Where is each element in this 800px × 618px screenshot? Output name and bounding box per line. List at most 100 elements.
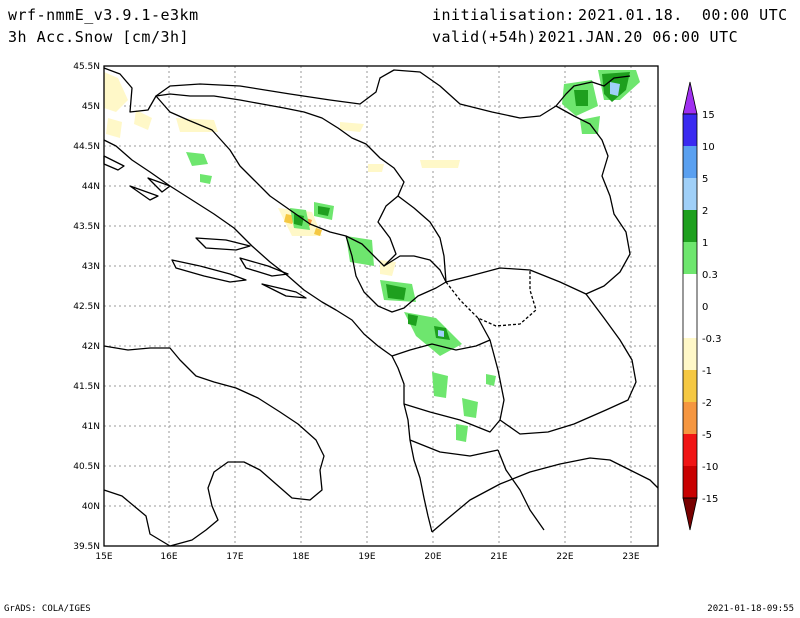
border-bosnia [155, 93, 405, 267]
border-montenegro [345, 235, 447, 313]
snow-band [186, 152, 208, 166]
colorbar-swatch [683, 178, 697, 210]
colorbar-label: 1 [702, 238, 708, 249]
island [239, 257, 289, 277]
border-kosovo [445, 270, 537, 327]
light-snow-area [380, 260, 396, 276]
border-albania-greece [391, 339, 545, 531]
footer-credit: GrADS: COLA/IGES [4, 604, 91, 614]
moderate-snow-area [314, 228, 322, 236]
lon-label: 17E [226, 552, 243, 562]
footer-timestamp: 2021-01-18-09:55 [707, 604, 794, 614]
colorbar-swatch [683, 338, 697, 370]
lon-label: 16E [160, 552, 177, 562]
island [129, 185, 159, 201]
heavy-snow-area [408, 314, 418, 326]
colorbar-swatch [683, 370, 697, 402]
snow-band [486, 374, 496, 386]
very-heavy-snow-area [438, 330, 444, 337]
colorbar-swatch [683, 466, 697, 498]
heavy-snow-area [294, 214, 304, 226]
colorbar: 15 10 5 2 1 0.3 0 -0.3 -1 -2 -5 -10 -15 [682, 81, 722, 531]
valid-label: valid(+54h): [432, 28, 547, 46]
colorbar-swatch [683, 114, 697, 146]
lon-label: 23E [622, 552, 639, 562]
heavy-snow-area [386, 284, 406, 300]
colorbar-label: -15 [702, 494, 718, 505]
island [195, 237, 251, 251]
coastline-dalmatia [103, 139, 433, 533]
island [147, 177, 171, 193]
colorbar-label: 0 [702, 302, 708, 313]
lat-label: 41.5N [73, 382, 100, 392]
lat-label: 45.5N [73, 62, 100, 72]
light-snow-area [368, 164, 384, 172]
colorbar-label: 15 [702, 110, 715, 121]
lat-label: 40.5N [73, 462, 100, 472]
island [261, 283, 307, 299]
colorbar-swatch [683, 146, 697, 178]
field-title: 3h Acc.Snow [cm/3h] [8, 28, 190, 46]
lat-label: 39.5N [73, 542, 100, 552]
lon-label: 19E [358, 552, 375, 562]
snow-band [404, 312, 462, 356]
heavy-snow-area [318, 206, 330, 216]
light-snow-area [340, 122, 364, 132]
coastline-italy [103, 345, 325, 547]
light-snow-area [420, 160, 460, 168]
lat-label: 40N [82, 502, 100, 512]
colorbar-label: -10 [702, 462, 718, 473]
lat-label: 44N [82, 182, 100, 192]
lat-label: 45N [82, 102, 100, 112]
colorbar-label: 10 [702, 142, 715, 153]
lat-label: 43N [82, 262, 100, 272]
lon-label: 20E [424, 552, 441, 562]
snow-shading [104, 70, 640, 442]
lat-label: 43.5N [73, 222, 100, 232]
model-title: wrf-nmmE_v3.9.1-e3km [8, 6, 199, 24]
light-snow-area [106, 118, 122, 138]
border-serbia [397, 105, 631, 295]
very-heavy-snow-area [610, 82, 620, 96]
longitude-labels: 15E 16E 17E 18E 19E 20E 21E 22E 23E [95, 552, 639, 562]
lon-label: 21E [490, 552, 507, 562]
init-label: initialisation: [432, 6, 575, 24]
valid-value: 2021.JAN.20 06:00 UTC [538, 28, 739, 46]
colorbar-swatch [683, 434, 697, 466]
lon-label: 18E [292, 552, 309, 562]
lon-label: 15E [95, 552, 112, 562]
lat-label: 42N [82, 342, 100, 352]
latitude-labels: 45.5N 45N 44.5N 44N 43.5N 43N 42.5N 42N … [73, 62, 100, 552]
colorbar-label: -0.3 [702, 334, 722, 345]
snow-band [200, 174, 212, 184]
colorbar-label: 5 [702, 174, 708, 185]
init-value: 2021.01.18. 00:00 UTC [578, 6, 788, 24]
map-frame [103, 65, 659, 547]
colorbar-bottom-arrow [682, 497, 698, 531]
coastlines-and-borders [103, 67, 659, 547]
border-north-macedonia [477, 293, 637, 435]
island [171, 259, 247, 283]
snow-band [456, 424, 468, 442]
lat-label: 41N [82, 422, 100, 432]
map-gridlines [104, 66, 658, 546]
colorbar-label: 0.3 [702, 270, 718, 281]
colorbar-swatch [683, 402, 697, 434]
colorbar-swatch [683, 274, 697, 306]
light-snow-area [134, 110, 152, 130]
colorbar-label: -2 [702, 398, 712, 409]
heavy-snow-area [574, 90, 588, 106]
lat-label: 42.5N [73, 302, 100, 312]
snow-band [462, 398, 478, 418]
coastline-greece [431, 457, 659, 533]
colorbar-swatch [683, 242, 697, 274]
colorbar-top-arrow [682, 81, 698, 115]
lat-label: 44.5N [73, 142, 100, 152]
colorbar-label: 2 [702, 206, 708, 217]
light-snow-area [104, 72, 128, 112]
coastline-croatia [103, 67, 631, 119]
colorbar-label: -1 [702, 366, 712, 377]
snow-band [432, 372, 448, 398]
lon-label: 22E [556, 552, 573, 562]
